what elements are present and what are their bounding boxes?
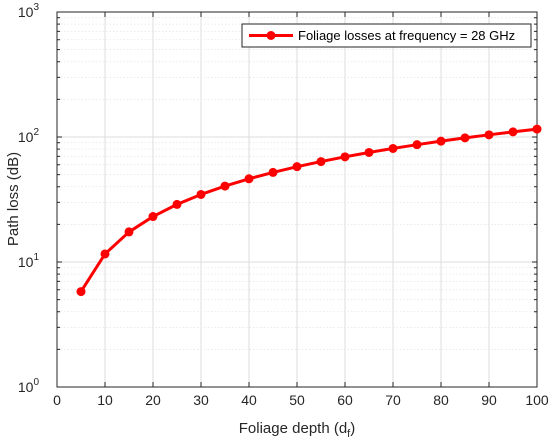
legend-box xyxy=(241,23,532,48)
data-point xyxy=(436,136,446,146)
y-tick-label: 100 xyxy=(18,377,40,395)
x-tick-label: 30 xyxy=(193,392,209,408)
legend: Foliage losses at frequency = 28 GHz xyxy=(241,23,532,48)
x-tick-label: 0 xyxy=(53,392,61,408)
x-tick-label: 50 xyxy=(289,392,305,408)
x-tick-label: 80 xyxy=(433,392,449,408)
x-tick-label: 90 xyxy=(481,392,497,408)
data-point xyxy=(508,127,518,137)
data-point xyxy=(76,287,86,297)
series-line xyxy=(79,127,538,293)
data-point xyxy=(484,130,494,140)
data-point xyxy=(316,157,326,167)
x-tick-label: 100 xyxy=(525,392,549,408)
data-point xyxy=(364,147,374,157)
data-point xyxy=(196,189,206,199)
x-tick-label: 10 xyxy=(97,392,113,408)
x-axis-title: Foliage depth (df) xyxy=(239,420,355,440)
legend-marker-swatch xyxy=(266,31,276,40)
data-point xyxy=(100,249,110,259)
data-point xyxy=(388,143,398,153)
data-point xyxy=(340,152,350,162)
x-tick-label: 40 xyxy=(241,392,257,408)
y-tick-label: 102 xyxy=(18,127,40,145)
series-layer xyxy=(76,124,542,297)
y-tick-label: 101 xyxy=(18,252,40,270)
data-point xyxy=(292,162,302,172)
x-axis-ticks: 0 10 20 30 40 50 60 70 80 90 100 xyxy=(53,12,549,408)
y-axis-ticks: 100 101 102 103 xyxy=(18,2,537,395)
data-point xyxy=(532,124,542,134)
data-point xyxy=(268,167,278,177)
data-point xyxy=(148,212,158,222)
data-point xyxy=(172,199,182,209)
data-point xyxy=(220,181,230,191)
y-axis-title: Path loss (dB) xyxy=(5,152,22,246)
x-tick-label: 60 xyxy=(337,392,353,408)
x-tick-label: 70 xyxy=(385,392,401,408)
data-point xyxy=(460,133,470,143)
x-tick-label: 20 xyxy=(145,392,161,408)
legend-label: Foliage losses at frequency = 28 GHz xyxy=(298,28,515,43)
grid xyxy=(56,11,538,388)
data-point xyxy=(124,227,134,237)
data-point xyxy=(412,140,422,150)
data-point xyxy=(244,174,254,184)
y-tick-label: 103 xyxy=(18,2,40,20)
